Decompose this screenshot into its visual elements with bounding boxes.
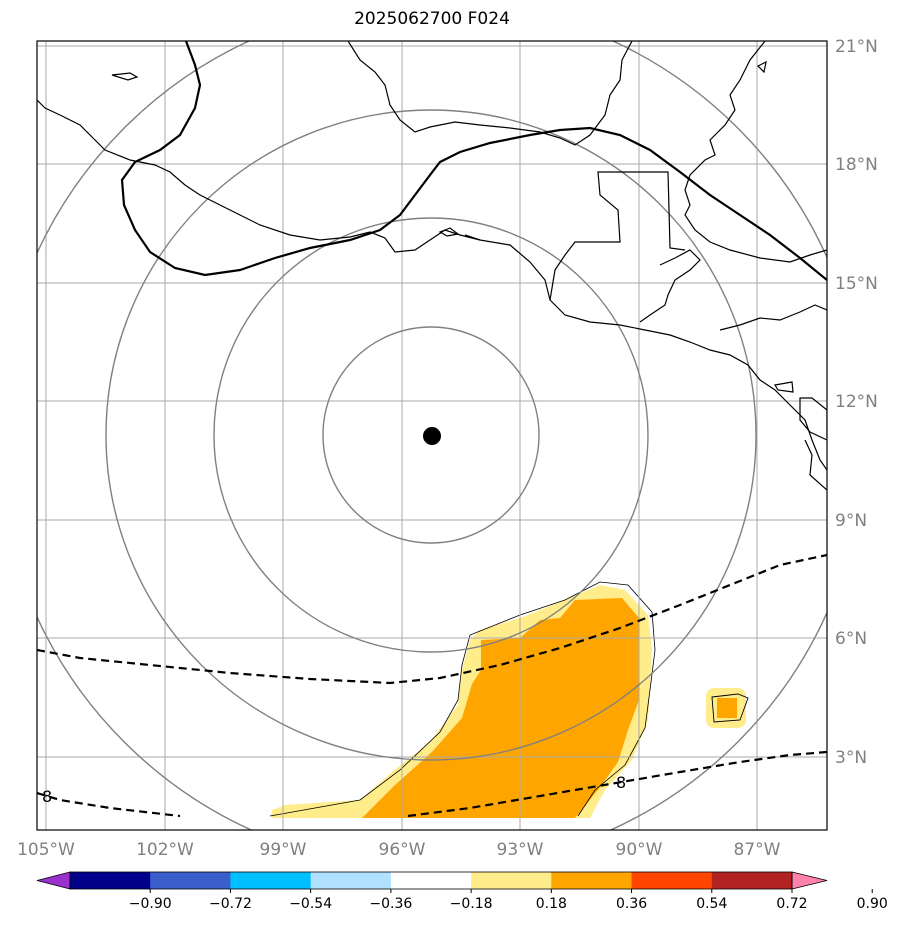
map-title: 2025062700 F024 [354,9,510,29]
colorbar-segment [150,872,231,889]
lon-tick-label: 93°W [497,840,544,860]
colorbar-extend-max [791,871,828,890]
colorbar-tick-label: −0.18 [450,896,493,912]
colorbar-segment [711,872,793,889]
colorbar: −0.90 −0.72 −0.54 −0.36 −0.18 0.18 0.36 0.54 0.7… [36,871,888,912]
coast-east-segment-2 [804,439,827,491]
colorbar-segment [390,872,472,889]
positive-anomaly-shading [272,585,746,818]
colorbar-tick-label: 0.72 [776,896,807,912]
ridge-contour-thick [120,41,827,281]
colorbar-segment [551,872,633,889]
map-frame [36,40,828,831]
range-rings [37,41,827,830]
dashed-contour-lower [37,791,181,818]
lon-tick-label: 96°W [379,840,426,860]
yucatan-coast [684,41,827,263]
contour-label: 8 [42,787,52,806]
colorbar-segment [70,872,151,889]
gulf-coast [347,41,633,146]
lat-tick-label: 12°N [835,392,878,412]
lat-tick-label: 6°N [835,629,867,649]
colorbar-tick-label: −0.54 [289,896,332,912]
gridlines [37,41,827,830]
range-ring-1 [322,326,540,544]
colorbar-tick-label: 0.36 [616,896,647,912]
honduras-coast [719,304,827,331]
colorbar-segment [631,872,713,889]
shading-core [362,598,639,818]
lon-tick-label: 105°W [17,840,75,860]
mexico-pacific-coast [37,99,827,471]
colorbar-tick-label: −0.72 [209,896,252,912]
lon-tick-label: 99°W [260,840,307,860]
lon-tick-label: 90°W [616,840,663,860]
storm-center-marker [423,427,441,445]
lon-tick-label: 87°W [734,840,781,860]
dashed-contour-upper [37,553,827,685]
colorbar-outline [69,871,793,890]
anomaly-contour-small [711,693,749,723]
lat-axis-labels: 21°N 18°N 15°N 12°N 9°N 6°N 3°N [835,37,878,768]
islet-1 [438,227,460,237]
colorbar-tick-label: 0.18 [536,896,567,912]
lat-tick-label: 15°N [835,274,878,294]
lon-axis-labels: 105°W 102°W 99°W 96°W 93°W 90°W 87°W [17,840,781,860]
dashed-contour-lower-right [407,750,827,818]
range-ring-2 [213,217,649,653]
lat-tick-label: 18°N [835,155,878,175]
central-america-north-coast [639,249,701,323]
colorbar-tick-label: −0.36 [369,896,412,912]
colorbar-segment [310,872,392,889]
colorbar-segment [230,872,312,889]
coast-east-segment [799,397,827,441]
lat-tick-label: 21°N [835,37,878,57]
range-ring-3 [105,109,757,761]
colorbar-tick-label: 0.54 [696,896,727,912]
island-small-2 [756,60,767,74]
colorbar-extend-min [36,871,71,890]
coastlines [37,41,827,491]
colorbar-tick-label: −0.90 [129,896,172,912]
shading-core-small [717,698,737,718]
contour-label: 8 [616,773,626,792]
islet-2 [464,234,481,241]
lat-tick-label: 3°N [835,748,867,768]
island-small-1 [111,72,139,81]
colorbar-tick-label: 0.90 [857,896,888,912]
lat-tick-label: 9°N [835,511,867,531]
mexico-guatemala-border [549,171,686,301]
island-small-3 [774,381,794,393]
colorbar-segment [471,872,552,889]
lon-tick-label: 102°W [136,840,194,860]
